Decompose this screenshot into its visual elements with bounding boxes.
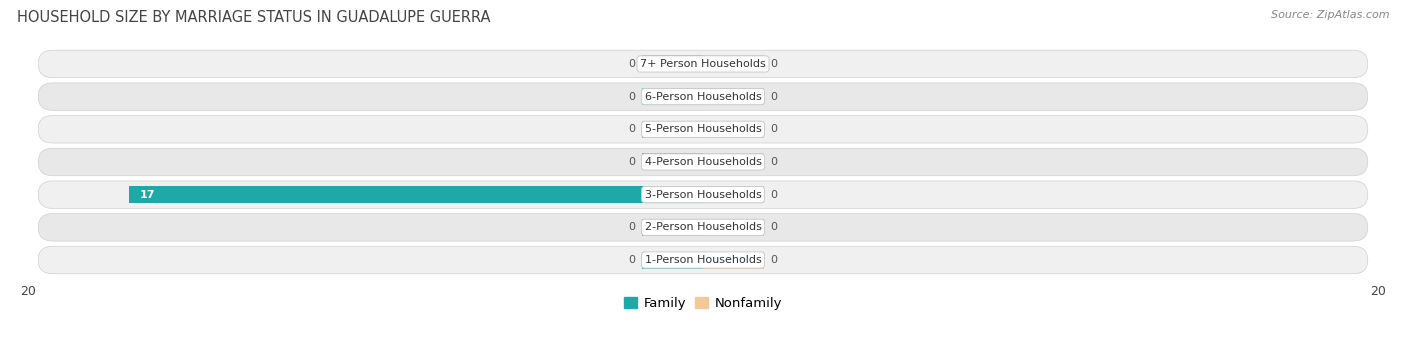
Text: 0: 0	[628, 255, 636, 265]
Text: 0: 0	[628, 157, 636, 167]
Text: 0: 0	[770, 157, 778, 167]
Bar	[703, 219, 763, 236]
Text: 0: 0	[770, 222, 778, 232]
Bar	[643, 121, 703, 138]
Bar	[703, 252, 763, 268]
Text: 0: 0	[628, 59, 636, 69]
Bar	[703, 121, 763, 138]
Text: 0: 0	[628, 92, 636, 102]
Bar	[703, 88, 763, 105]
Text: 0: 0	[770, 124, 778, 134]
FancyBboxPatch shape	[38, 181, 1368, 208]
Bar	[643, 219, 703, 236]
Text: 5-Person Households: 5-Person Households	[644, 124, 762, 134]
Bar	[643, 252, 703, 268]
Bar	[129, 186, 703, 203]
Text: 6-Person Households: 6-Person Households	[644, 92, 762, 102]
FancyBboxPatch shape	[38, 83, 1368, 110]
Text: 3-Person Households: 3-Person Households	[644, 190, 762, 199]
Text: 0: 0	[770, 59, 778, 69]
Text: 7+ Person Households: 7+ Person Households	[640, 59, 766, 69]
Text: 4-Person Households: 4-Person Households	[644, 157, 762, 167]
Text: 1-Person Households: 1-Person Households	[644, 255, 762, 265]
Text: 17: 17	[139, 190, 155, 199]
FancyBboxPatch shape	[38, 116, 1368, 143]
Bar	[643, 88, 703, 105]
Bar	[703, 153, 763, 170]
FancyBboxPatch shape	[38, 50, 1368, 78]
Text: 2-Person Households: 2-Person Households	[644, 222, 762, 232]
FancyBboxPatch shape	[38, 213, 1368, 241]
Text: 0: 0	[770, 92, 778, 102]
Text: 0: 0	[770, 255, 778, 265]
Text: 0: 0	[628, 124, 636, 134]
Text: 0: 0	[628, 222, 636, 232]
Text: 0: 0	[770, 190, 778, 199]
Text: Source: ZipAtlas.com: Source: ZipAtlas.com	[1271, 10, 1389, 20]
Bar	[703, 56, 763, 72]
Bar	[703, 186, 763, 203]
Text: HOUSEHOLD SIZE BY MARRIAGE STATUS IN GUADALUPE GUERRA: HOUSEHOLD SIZE BY MARRIAGE STATUS IN GUA…	[17, 10, 491, 25]
FancyBboxPatch shape	[38, 148, 1368, 176]
Bar	[643, 153, 703, 170]
FancyBboxPatch shape	[38, 246, 1368, 274]
Bar	[643, 56, 703, 72]
Legend: Family, Nonfamily: Family, Nonfamily	[619, 292, 787, 315]
